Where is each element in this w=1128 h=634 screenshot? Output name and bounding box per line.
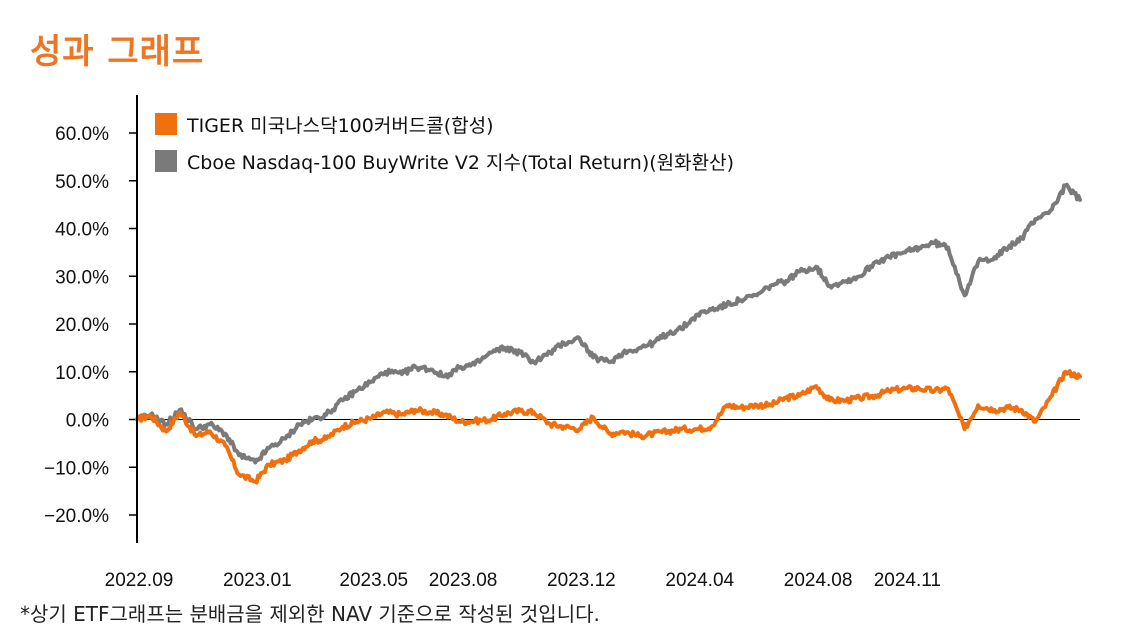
x-tick-label: 2024.04: [665, 570, 734, 591]
x-axis-ticks: 2022.09 2023.01 2023.05 2023.08 2023.12 2024.…: [105, 570, 941, 591]
x-tick-label: 2023.05: [339, 570, 408, 591]
page-title: 성과 그래프: [30, 32, 205, 72]
legend-swatch: [155, 150, 177, 172]
y-tick-label: 10.0%: [55, 363, 109, 384]
x-tick-label: 2023.08: [429, 570, 498, 591]
footnote: *상기 ETF그래프는 분배금을 제외한 NAV 기준으로 작성된 것입니다.: [20, 602, 600, 626]
y-tick-label: 20.0%: [55, 315, 109, 336]
x-tick-label: 2023.01: [223, 570, 292, 591]
y-tick-label: −20.0%: [44, 506, 109, 527]
series-line-1: [135, 182, 1082, 465]
legend-swatch: [155, 113, 177, 135]
x-tick-label: 2022.09: [105, 570, 174, 591]
y-tick-label: 30.0%: [55, 267, 109, 288]
legend-label: TIGER 미국나스닥100커버드콜(합성): [186, 115, 494, 137]
y-tick-label: 40.0%: [55, 220, 109, 241]
y-tick-label: 60.0%: [55, 124, 109, 145]
y-tick-label: 50.0%: [55, 172, 109, 193]
x-tick-label: 2024.11: [874, 570, 941, 591]
legend-label: Cboe Nasdaq-100 BuyWrite V2 지수(Total Ret…: [187, 152, 734, 174]
legend: TIGER 미국나스닥100커버드콜(합성) Cboe Nasdaq-100 Bu…: [155, 113, 734, 174]
y-axis-ticks: −20.0% −10.0% 0.0% 10.0% 20.0% 30.0% 40.0% 50.0…: [44, 124, 137, 527]
series-layer: [135, 182, 1082, 485]
y-tick-label: 0.0%: [66, 411, 109, 432]
x-tick-label: 2023.12: [547, 570, 616, 591]
y-tick-label: −10.0%: [44, 458, 109, 479]
series-line-0: [135, 369, 1082, 485]
performance-chart: −20.0% −10.0% 0.0% 10.0% 20.0% 30.0% 40.0% 50.0…: [44, 95, 1082, 591]
x-tick-label: 2024.08: [784, 570, 853, 591]
